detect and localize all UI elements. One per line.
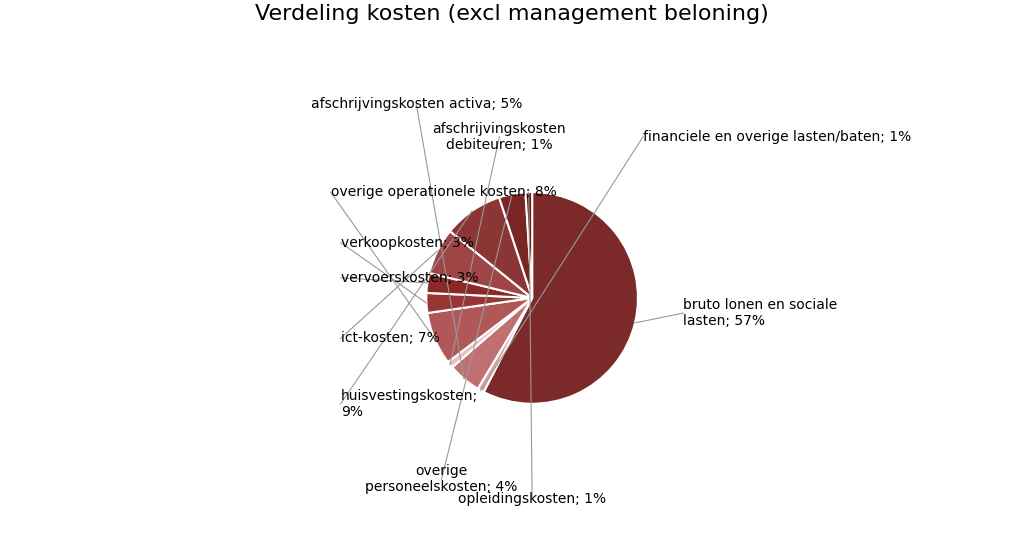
Text: overige
personeelskosten; 4%: overige personeelskosten; 4% xyxy=(366,464,518,495)
Text: verkoopkosten; 3%: verkoopkosten; 3% xyxy=(341,236,473,250)
Wedge shape xyxy=(483,192,638,404)
Text: bruto lonen en sociale
lasten; 57%: bruto lonen en sociale lasten; 57% xyxy=(683,298,838,328)
Text: vervoerskosten; 3%: vervoerskosten; 3% xyxy=(341,271,478,285)
Text: ict-kosten; 7%: ict-kosten; 7% xyxy=(341,331,439,345)
Wedge shape xyxy=(427,298,532,362)
Text: overige operationele kosten; 8%: overige operationele kosten; 8% xyxy=(331,185,556,199)
Text: huisvestingskosten;
9%: huisvestingskosten; 9% xyxy=(341,389,478,419)
Text: afschrijvingskosten activa; 5%: afschrijvingskosten activa; 5% xyxy=(310,97,522,111)
Title: Verdeling kosten (excl management beloning): Verdeling kosten (excl management beloni… xyxy=(255,4,769,24)
Text: opleidingskosten; 1%: opleidingskosten; 1% xyxy=(458,492,606,507)
Wedge shape xyxy=(426,293,532,313)
Wedge shape xyxy=(499,192,532,298)
Text: financiele en overige lasten/baten; 1%: financiele en overige lasten/baten; 1% xyxy=(643,130,911,144)
Wedge shape xyxy=(478,298,532,392)
Text: afschrijvingskosten
debiteuren; 1%: afschrijvingskosten debiteuren; 1% xyxy=(432,122,566,152)
Wedge shape xyxy=(429,231,532,298)
Wedge shape xyxy=(525,192,532,298)
Wedge shape xyxy=(453,298,532,389)
Wedge shape xyxy=(450,198,532,298)
Wedge shape xyxy=(447,298,532,367)
Wedge shape xyxy=(426,273,532,298)
